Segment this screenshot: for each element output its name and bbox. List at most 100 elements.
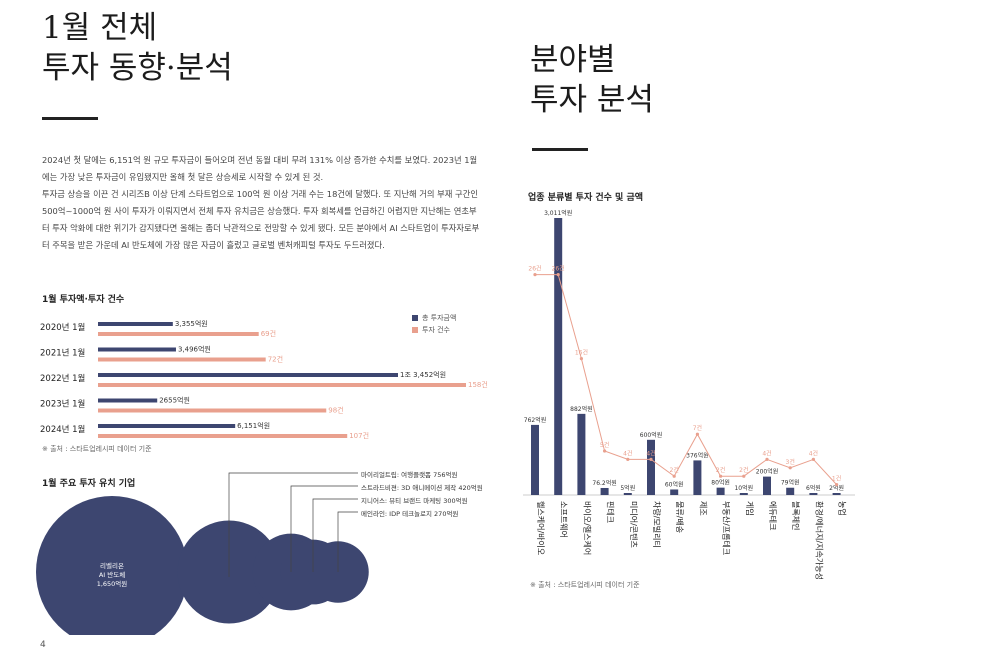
sector-bar xyxy=(739,493,748,495)
sector-category-label: 미디어/콘텐츠 xyxy=(629,501,639,548)
legend-amount-swatch xyxy=(412,315,418,321)
sector-amount-label: 76.2억원 xyxy=(592,479,616,487)
count-point xyxy=(695,432,699,436)
sector-bar xyxy=(531,424,539,495)
count-point xyxy=(603,449,607,453)
sector-category-label: 환경/에너지/지속가능성 xyxy=(814,501,824,580)
amount-bar xyxy=(98,398,158,403)
annual-chart-source: ※ 출처 : 스타트업레시피 데이터 기준 xyxy=(42,445,152,453)
annual-bar-chart: 2020년 1월 3,355억원 69건 2021년 1월 3,496억원 72건 2022… xyxy=(40,319,488,440)
amount-label: 3,496억원 xyxy=(178,345,211,354)
count-point xyxy=(719,474,723,478)
sector-category-label: 제조 xyxy=(698,501,707,516)
callout-line xyxy=(337,511,358,572)
bubble-label: 리벨리온 xyxy=(100,561,124,570)
intro-text: 2024년 첫 달에는 6,151억 원 규모 투자금이 들어오며 전년 동월 … xyxy=(42,152,482,254)
amount-label: 1조 3,452억원 xyxy=(400,370,446,379)
sector-count-label: 4건 xyxy=(809,449,818,457)
amount-label: 2655억원 xyxy=(159,396,190,405)
year-label: 2023년 1월 xyxy=(40,399,85,410)
sector-amount-label: 6억원 xyxy=(806,484,821,492)
sector-amount-label: 882억원 xyxy=(570,405,593,413)
count-point xyxy=(811,457,815,461)
count-bar xyxy=(98,408,327,413)
year-label: 2021년 1월 xyxy=(40,348,85,359)
count-label: 107건 xyxy=(349,431,369,440)
year-label: 2020년 1월 xyxy=(40,322,85,333)
sector-category-label: 농업 xyxy=(838,501,847,516)
sector-amount-label: 200억원 xyxy=(756,468,779,476)
right-title-line2: 투자 분석 xyxy=(530,82,654,118)
sector-category-label: 헬스케어/바이오 xyxy=(536,501,546,555)
callout-1: 마이리얼트립: 여행플랫폼 756억원 xyxy=(361,471,458,479)
sector-amount-label: 80억원 xyxy=(711,479,730,487)
count-label: 158건 xyxy=(468,380,488,389)
count-point xyxy=(765,457,769,461)
sector-category-label: 에듀테크 xyxy=(768,501,777,530)
legend-count-label: 투자 건수 xyxy=(422,326,450,334)
count-point xyxy=(579,357,583,361)
left-page-title: 1월 전체 투자 동향·분석 xyxy=(42,8,233,88)
sector-bar xyxy=(763,476,771,495)
intro-paragraph-2: 투자금 상승을 이끈 건 시리즈B 이상 단계 스타트업으로 100억 원 이상… xyxy=(42,189,480,250)
sector-count-label: 3건 xyxy=(786,458,795,466)
count-point xyxy=(626,457,630,461)
sector-count-label: 1건 xyxy=(832,475,841,483)
sector-count-label: 16건 xyxy=(575,349,588,357)
annual-chart-legend: 총 투자금액 투자 건수 xyxy=(412,312,456,336)
legend-amount: 총 투자금액 xyxy=(412,312,456,324)
left-title-line1: 1월 전체 xyxy=(42,10,158,46)
sector-count-label: 2건 xyxy=(739,466,748,474)
count-point xyxy=(533,273,537,277)
annual-chart-heading: 1월 투자액·투자 건수 xyxy=(42,295,125,305)
count-point xyxy=(672,474,676,478)
sector-bar xyxy=(577,413,586,495)
sector-bar xyxy=(786,487,795,495)
legend-amount-label: 총 투자금액 xyxy=(422,314,457,322)
sector-bar xyxy=(693,460,702,495)
year-label: 2022년 1월 xyxy=(40,373,85,384)
amount-bar xyxy=(98,347,176,352)
left-title-rule xyxy=(42,117,98,120)
sector-count-label: 7건 xyxy=(693,424,702,432)
sector-bar xyxy=(670,489,679,495)
sector-amount-label: 3,011억원 xyxy=(544,209,572,217)
legend-count: 투자 건수 xyxy=(412,324,456,336)
sector-count-label: 2건 xyxy=(716,466,725,474)
intro-paragraph-1: 2024년 첫 달에는 6,151억 원 규모 투자금이 들어오며 전년 동월 … xyxy=(42,155,478,182)
amount-label: 6,151억원 xyxy=(237,421,270,430)
sector-chart-heading: 업종 분류별 투자 건수 및 금액 xyxy=(528,193,644,203)
callout-2: 스트라드비젼: 3D 애니메이션 제작 420억원 xyxy=(361,484,483,492)
sector-amount-label: 600억원 xyxy=(640,431,663,439)
sector-category-label: 바이오/헬스케어 xyxy=(582,501,592,555)
sector-category-label: 부동산/프롭테크 xyxy=(722,501,732,555)
callout-4: 메인라인: IDP 테크놀로지 270억원 xyxy=(361,510,459,518)
sector-bar xyxy=(623,493,632,495)
sector-count-label: 4건 xyxy=(646,449,655,457)
right-page-title: 분야별 투자 분석 xyxy=(530,40,654,120)
sector-amount-label: 376억원 xyxy=(686,451,709,459)
count-point xyxy=(742,474,746,478)
legend-count-swatch xyxy=(412,327,418,333)
sector-count-label: 2건 xyxy=(670,466,679,474)
sector-category-label: 소프트웨어 xyxy=(559,501,569,538)
count-point xyxy=(556,273,560,277)
companies-heading: 1월 주요 투자 유치 기업 xyxy=(42,479,136,489)
sector-amount-label: 60억원 xyxy=(665,480,684,488)
sector-category-label: 핀테크 xyxy=(606,501,615,523)
callout-line xyxy=(228,472,358,577)
sector-count-label: 26건 xyxy=(528,265,541,273)
callout-line xyxy=(312,498,358,572)
sector-amount-label: 5억원 xyxy=(620,484,635,492)
sector-bar xyxy=(600,487,609,495)
sector-amount-label: 79억원 xyxy=(781,479,800,487)
right-title-line1: 분야별 xyxy=(530,42,616,78)
amount-bar xyxy=(98,322,173,326)
amount-label: 3,355억원 xyxy=(175,319,208,328)
count-label: 72건 xyxy=(268,355,283,364)
sector-bar xyxy=(832,493,841,495)
company-bubble xyxy=(36,496,188,635)
sector-count-label: 5건 xyxy=(600,441,609,449)
